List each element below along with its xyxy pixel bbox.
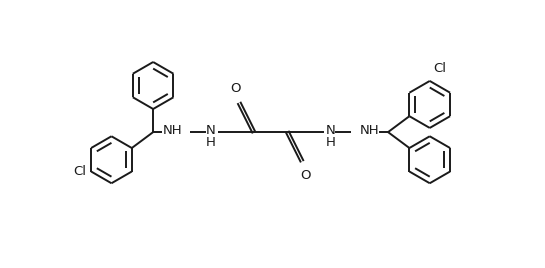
Text: O: O [231,82,241,95]
Text: N: N [206,124,216,137]
Text: O: O [300,169,311,182]
Text: H: H [325,136,335,149]
Text: Cl: Cl [433,62,446,75]
Text: NH: NH [359,124,379,137]
Text: H: H [206,136,216,149]
Text: NH: NH [162,124,182,137]
Text: N: N [325,124,335,137]
Text: Cl: Cl [74,165,87,178]
